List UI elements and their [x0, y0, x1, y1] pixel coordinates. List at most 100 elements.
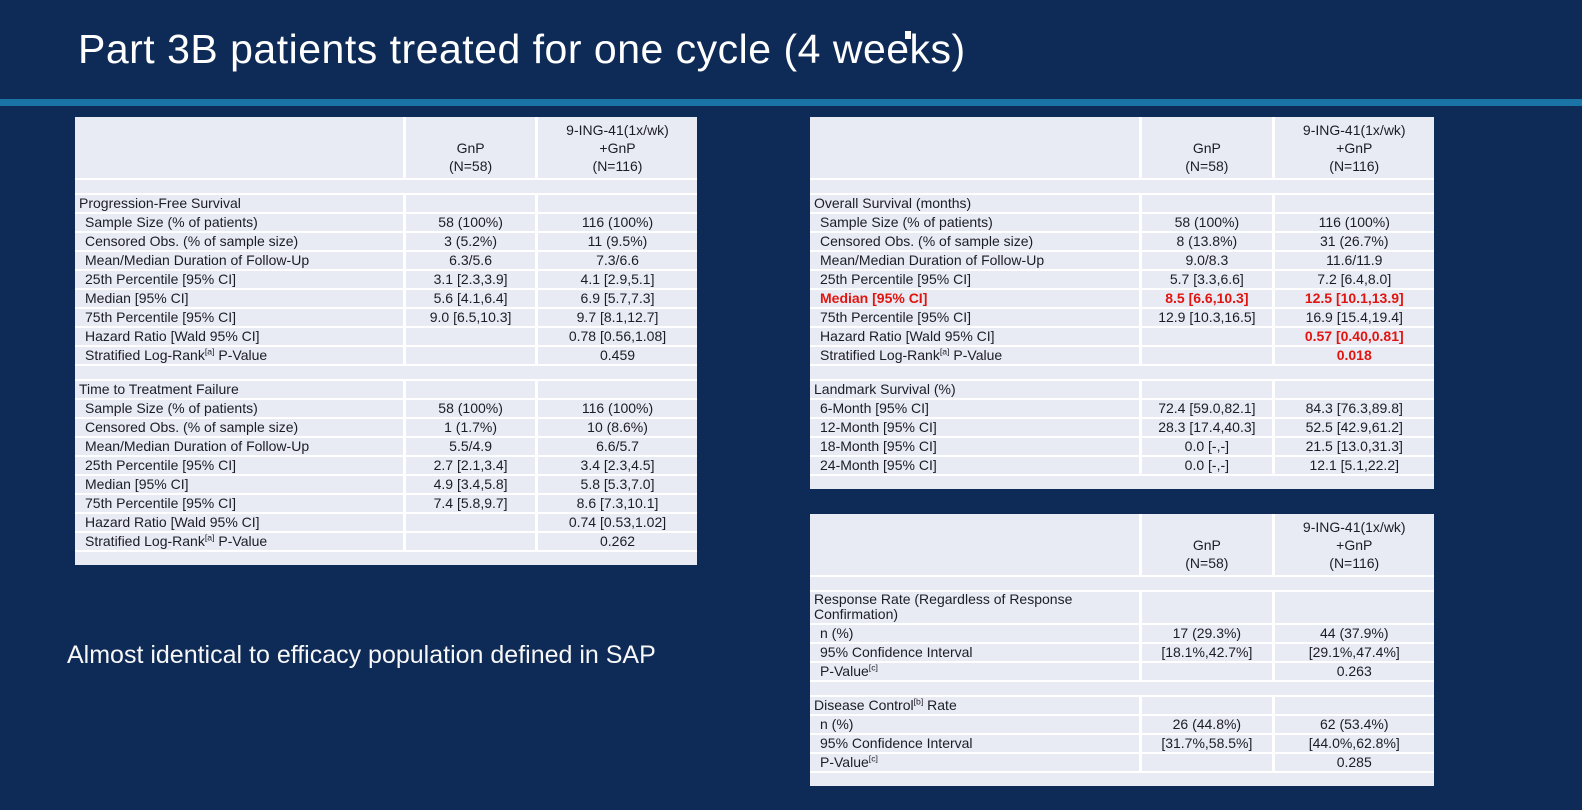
table-row: Hazard Ratio [Wald 95% CI] 0.57 [0.40,0.8… [810, 326, 1434, 347]
table-row: Hazard Ratio [Wald 95% CI] 0.78 [0.56,1.0… [75, 326, 697, 347]
gnp-value: 72.4 [59.0,82.1] [1139, 398, 1275, 419]
gnp-value [403, 326, 539, 347]
spacer-cell [810, 364, 1434, 381]
empty-cell [1271, 590, 1434, 625]
footnote-marker: [c] [868, 661, 878, 672]
combo-value: 6.6/5.7 [535, 436, 697, 457]
row-label: Sample Size (% of patients) [810, 212, 1143, 233]
spacer-row [810, 474, 1434, 489]
combo-value: 116 (100%) [535, 398, 697, 419]
header-line: (N=58) [448, 158, 493, 174]
combo-value: 52.5 [42.9,61.2] [1271, 417, 1434, 438]
empty-cell [535, 193, 697, 214]
header-line: +GnP [1336, 537, 1373, 553]
gnp-value: 12.9 [10.3,16.5] [1139, 307, 1275, 328]
gnp-value [403, 531, 539, 552]
empty-cell [535, 379, 697, 400]
combo-value: 0.78 [0.56,1.08] [535, 326, 697, 347]
row-label: Median [95% CI] [810, 288, 1143, 309]
combo-value: 12.5 [10.1,13.9] [1271, 288, 1434, 309]
header-line: (N=58) [1185, 555, 1229, 571]
empty-cell [1139, 590, 1275, 625]
table-header-row: GnP (N=58) 9-ING-41(1x/wk) +GnP (N=116) [75, 117, 697, 180]
combo-value: 0.285 [1271, 751, 1434, 773]
table-row: 24-Month [95% CI] 0.0 [-,-] 12.1 [5.1,22.2… [810, 455, 1434, 476]
combo-value: 6.9 [5.7,7.3] [535, 288, 697, 309]
os-landmark-table: GnP (N=58) 9-ING-41(1x/wk) +GnP (N=116) Overa… [810, 117, 1434, 489]
table-header-row: GnP (N=58) 9-ING-41(1x/wk) +GnP (N=116) [810, 117, 1434, 180]
row-label: 25th Percentile [95% CI] [810, 269, 1143, 290]
combo-value: 116 (100%) [535, 212, 697, 233]
spacer-row [75, 364, 697, 381]
screen-artifact [905, 31, 911, 39]
table-row: Median [95% CI] 4.9 [3.4,5.8] 5.8 [5.3,7.0… [75, 474, 697, 495]
gnp-value: 7.4 [5.8,9.7] [403, 493, 539, 514]
section-header-row: Overall Survival (months) [810, 193, 1434, 214]
row-label: Sample Size (% of patients) [75, 212, 407, 233]
gnp-value: 8.5 [6.6,10.3] [1139, 288, 1275, 309]
section-header-row: Disease Control[b] Rate [810, 694, 1434, 716]
table-row: P-Value[c] 0.263 [810, 660, 1434, 682]
empty-cell [403, 379, 539, 400]
row-label: 25th Percentile [95% CI] [75, 269, 407, 290]
column-header-empty [75, 117, 407, 180]
spacer-row [810, 575, 1434, 592]
row-label: Mean/Median Duration of Follow-Up [810, 250, 1143, 271]
gnp-value [1139, 326, 1275, 347]
gnp-value: 58 (100%) [1139, 212, 1275, 233]
spacer-row [810, 178, 1434, 195]
gnp-value [1139, 660, 1275, 682]
section-title: Landmark Survival (%) [810, 379, 1143, 400]
section-title: Disease Control[b] Rate [810, 694, 1143, 716]
row-label: Hazard Ratio [Wald 95% CI] [75, 512, 407, 533]
slide-title: Part 3B patients treated for one cycle (… [78, 26, 966, 72]
response-rate-table: GnP (N=58) 9-ING-41(1x/wk) +GnP (N=116) Respo… [810, 514, 1434, 786]
row-label: Censored Obs. (% of sample size) [75, 231, 407, 252]
combo-value: 5.8 [5.3,7.0] [535, 474, 697, 495]
spacer-cell [810, 575, 1434, 592]
table-row: Censored Obs. (% of sample size) 1 (1.7%)… [75, 417, 697, 438]
gnp-value: 5.5/4.9 [403, 436, 539, 457]
table-row: Stratified Log-Rank[a] P-Value 0.018 [810, 345, 1434, 366]
empty-cell [1271, 193, 1434, 214]
combo-value: 11 (9.5%) [535, 231, 697, 252]
header-line: 9-ING-41(1x/wk) [566, 122, 669, 138]
row-label: n (%) [810, 622, 1143, 644]
spacer-row [810, 770, 1434, 786]
table-row: 25th Percentile [95% CI] 2.7 [2.1,3.4] 3.4… [75, 455, 697, 476]
gnp-value: 3 (5.2%) [403, 231, 539, 252]
combo-value: 0.263 [1271, 660, 1434, 682]
empty-cell [1271, 694, 1434, 716]
spacer-row [75, 550, 697, 565]
row-label: 6-Month [95% CI] [810, 398, 1143, 419]
combo-value: 0.57 [0.40,0.81] [1271, 326, 1434, 347]
gnp-value: [31.7%,58.5%] [1139, 732, 1275, 754]
header-line: (N=58) [1185, 158, 1229, 174]
table-row: Mean/Median Duration of Follow-Up 5.5/4.9… [75, 436, 697, 457]
column-header-empty [810, 117, 1143, 180]
gnp-value: 2.7 [2.1,3.4] [403, 455, 539, 476]
table-row: 75th Percentile [95% CI] 7.4 [5.8,9.7] 8.6… [75, 493, 697, 514]
row-label: 12-Month [95% CI] [810, 417, 1143, 438]
column-header-combo: 9-ING-41(1x/wk) +GnP (N=116) [535, 117, 697, 180]
table-row: Hazard Ratio [Wald 95% CI] 0.74 [0.53,1.0… [75, 512, 697, 533]
header-line: 9-ING-41(1x/wk) [1302, 519, 1406, 535]
row-label: Mean/Median Duration of Follow-Up [75, 436, 407, 457]
combo-value: 8.6 [7.3,10.1] [535, 493, 697, 514]
combo-value: 16.9 [15.4,19.4] [1271, 307, 1434, 328]
spacer-row [810, 364, 1434, 381]
combo-value: 0.018 [1271, 345, 1434, 366]
row-label: 75th Percentile [95% CI] [810, 307, 1143, 328]
combo-value: 0.262 [535, 531, 697, 552]
combo-value: 31 (26.7%) [1271, 231, 1434, 252]
row-label: Mean/Median Duration of Follow-Up [75, 250, 407, 271]
gnp-value: 0.0 [-,-] [1139, 455, 1275, 476]
row-label: Stratified Log-Rank[a] P-Value [75, 345, 407, 366]
table-row: Median [95% CI] 5.6 [4.1,6.4] 6.9 [5.7,7.3… [75, 288, 697, 309]
table-row: Censored Obs. (% of sample size) 8 (13.8%… [810, 231, 1434, 252]
section-header-row: Landmark Survival (%) [810, 379, 1434, 400]
gnp-value: 1 (1.7%) [403, 417, 539, 438]
gnp-value: 5.7 [3.3,6.6] [1139, 269, 1275, 290]
spacer-cell [75, 178, 697, 195]
